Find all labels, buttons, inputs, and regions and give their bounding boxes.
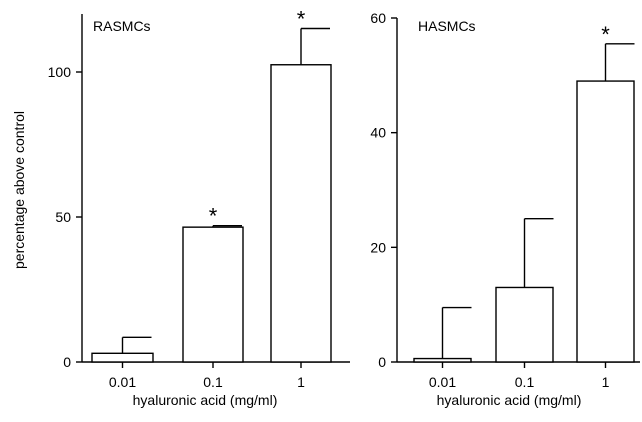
- x-axis-label: hyaluronic acid (mg/ml): [133, 392, 278, 408]
- y-tick-label: 20: [370, 239, 386, 255]
- significance-asterisk: *: [209, 204, 218, 229]
- bar: [495, 286, 554, 363]
- bar: [576, 80, 635, 363]
- significance-asterisk: *: [601, 22, 610, 47]
- plot-area: 0 20 40 60 0.01 0.1 1 *: [370, 10, 640, 390]
- panel-rasmcs: RASMCs percentage above control hyaluron…: [11, 7, 350, 408]
- significance-asterisk: *: [297, 7, 306, 32]
- y-tick-label: 100: [48, 64, 72, 80]
- x-tick-label: 0.1: [203, 374, 223, 390]
- y-axis-label: percentage above control: [11, 111, 27, 269]
- bar: [413, 357, 472, 363]
- x-tick-label: 1: [602, 374, 610, 390]
- panel-hasmcs: HASMCs hyaluronic acid (mg/ml) 0 20 40 60 0.…: [370, 10, 640, 408]
- bar: [270, 64, 332, 363]
- y-tick-label: 0: [63, 354, 71, 370]
- x-axis-label: hyaluronic acid (mg/ml): [437, 392, 582, 408]
- x-tick-label: 1: [297, 374, 305, 390]
- bar: [182, 226, 244, 363]
- panel-title: HASMCs: [418, 18, 476, 34]
- x-tick-label: 0.01: [429, 374, 456, 390]
- panel-title: RASMCs: [93, 18, 151, 34]
- y-tick-label: 40: [370, 125, 386, 141]
- plot-area: 0 50 100 0.01 0.1 * 1 *: [48, 7, 350, 390]
- y-tick-label: 0: [378, 354, 386, 370]
- y-tick-label: 60: [370, 10, 386, 26]
- y-tick-label: 50: [55, 209, 71, 225]
- x-tick-label: 0.01: [109, 374, 136, 390]
- bar: [91, 352, 154, 363]
- x-tick-label: 0.1: [515, 374, 535, 390]
